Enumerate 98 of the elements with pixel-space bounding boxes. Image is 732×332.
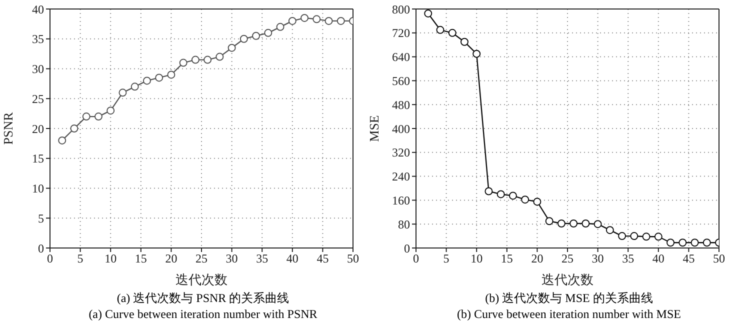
x-tick-label: 15 [134, 252, 147, 266]
y-tick-label: 0 [38, 241, 44, 256]
y-tick-label: 400 [392, 122, 410, 136]
point [264, 28, 272, 37]
point [216, 52, 224, 61]
y-tick-label: 35 [32, 32, 44, 46]
point [436, 26, 444, 34]
point [484, 187, 493, 196]
point [179, 58, 188, 67]
y-tick-label: 10 [32, 182, 44, 196]
point [630, 232, 638, 240]
point [654, 232, 662, 241]
point [288, 16, 296, 25]
y-tick-label: 560 [392, 74, 410, 88]
x-tick-label: 20 [165, 252, 178, 266]
point [448, 28, 456, 37]
y-tick-label: 480 [392, 98, 410, 112]
x-tick-label: 50 [713, 252, 725, 266]
y-tick-label: 30 [32, 62, 44, 76]
point [276, 22, 284, 31]
text: (b) 迭代次数与 MSE 的关系曲线 [484, 290, 654, 306]
x-axis-title: 迭代次数 [542, 272, 594, 287]
point [642, 232, 650, 241]
x-tick-label: 40 [652, 252, 664, 266]
point [424, 9, 432, 18]
y-tick-label: 720 [392, 26, 410, 40]
y-axis-title: MSE [366, 115, 382, 142]
x-tick-label: 25 [196, 252, 208, 266]
point [82, 112, 90, 121]
point [472, 50, 481, 58]
point [252, 32, 260, 40]
x-tick-label: 50 [347, 252, 359, 266]
point [460, 38, 468, 46]
x-tick-label: 35 [256, 252, 268, 266]
x-tick-label: 45 [316, 252, 329, 266]
point [312, 15, 321, 24]
point [204, 56, 212, 64]
point [336, 16, 345, 25]
point [118, 88, 127, 97]
x-tick-label: 35 [622, 252, 634, 266]
x-tick-label: 30 [592, 252, 604, 266]
point [557, 220, 566, 228]
point [582, 220, 590, 228]
point [606, 226, 614, 234]
text: (a) 迭代次数与 PSNR 的关系曲线 [116, 290, 290, 306]
point [142, 76, 151, 85]
point [300, 14, 309, 22]
point [94, 112, 102, 121]
point [106, 106, 115, 115]
point [58, 136, 66, 144]
x-axis-title: 迭代次数 [176, 272, 228, 287]
y-tick-label: 5 [38, 211, 44, 226]
x-tick-label: 15 [500, 252, 513, 266]
y-tick-label: 240 [392, 170, 410, 184]
x-tick-label: 25 [562, 252, 574, 266]
y-tick-label: 800 [392, 2, 410, 16]
y-tick-label: 640 [392, 50, 410, 64]
y-tick-label: 80 [398, 217, 410, 232]
x-tick-label: 5 [77, 252, 84, 266]
point [545, 217, 554, 226]
point [324, 16, 333, 25]
y-tick-label: 20 [32, 122, 44, 136]
point [521, 196, 530, 204]
point [570, 220, 578, 228]
point [191, 56, 200, 64]
x-tick-label: 0 [413, 252, 419, 266]
point [130, 82, 139, 91]
point [70, 124, 78, 132]
y-tick-label: 160 [392, 193, 410, 208]
y-tick-label: 25 [32, 92, 44, 106]
y-tick-label: 40 [32, 2, 44, 16]
point [496, 190, 505, 198]
point [666, 238, 675, 247]
text: (b) Curve between iteration number with MSE [456, 306, 682, 322]
text: (a) Curve between iteration number with PSNR [88, 306, 318, 322]
y-tick-label: 15 [32, 152, 44, 166]
x-tick-label: 10 [104, 252, 117, 266]
point [690, 238, 699, 247]
point [533, 198, 542, 206]
point [618, 232, 626, 240]
point [240, 34, 248, 43]
x-tick-label: 40 [286, 252, 298, 266]
point [678, 238, 687, 247]
y-tick-label: 0 [404, 241, 410, 256]
x-tick-label: 45 [682, 252, 695, 266]
point [594, 220, 602, 228]
point [155, 74, 164, 82]
x-tick-label: 10 [470, 252, 483, 266]
point [167, 70, 176, 79]
point [702, 238, 711, 247]
x-tick-label: 0 [47, 252, 53, 266]
y-tick-label: 320 [392, 146, 410, 160]
x-tick-label: 30 [226, 252, 238, 266]
point [228, 44, 236, 52]
x-tick-label: 5 [443, 252, 450, 266]
x-tick-label: 20 [531, 252, 544, 266]
point [508, 192, 517, 200]
y-axis-title: PSNR [0, 112, 16, 145]
